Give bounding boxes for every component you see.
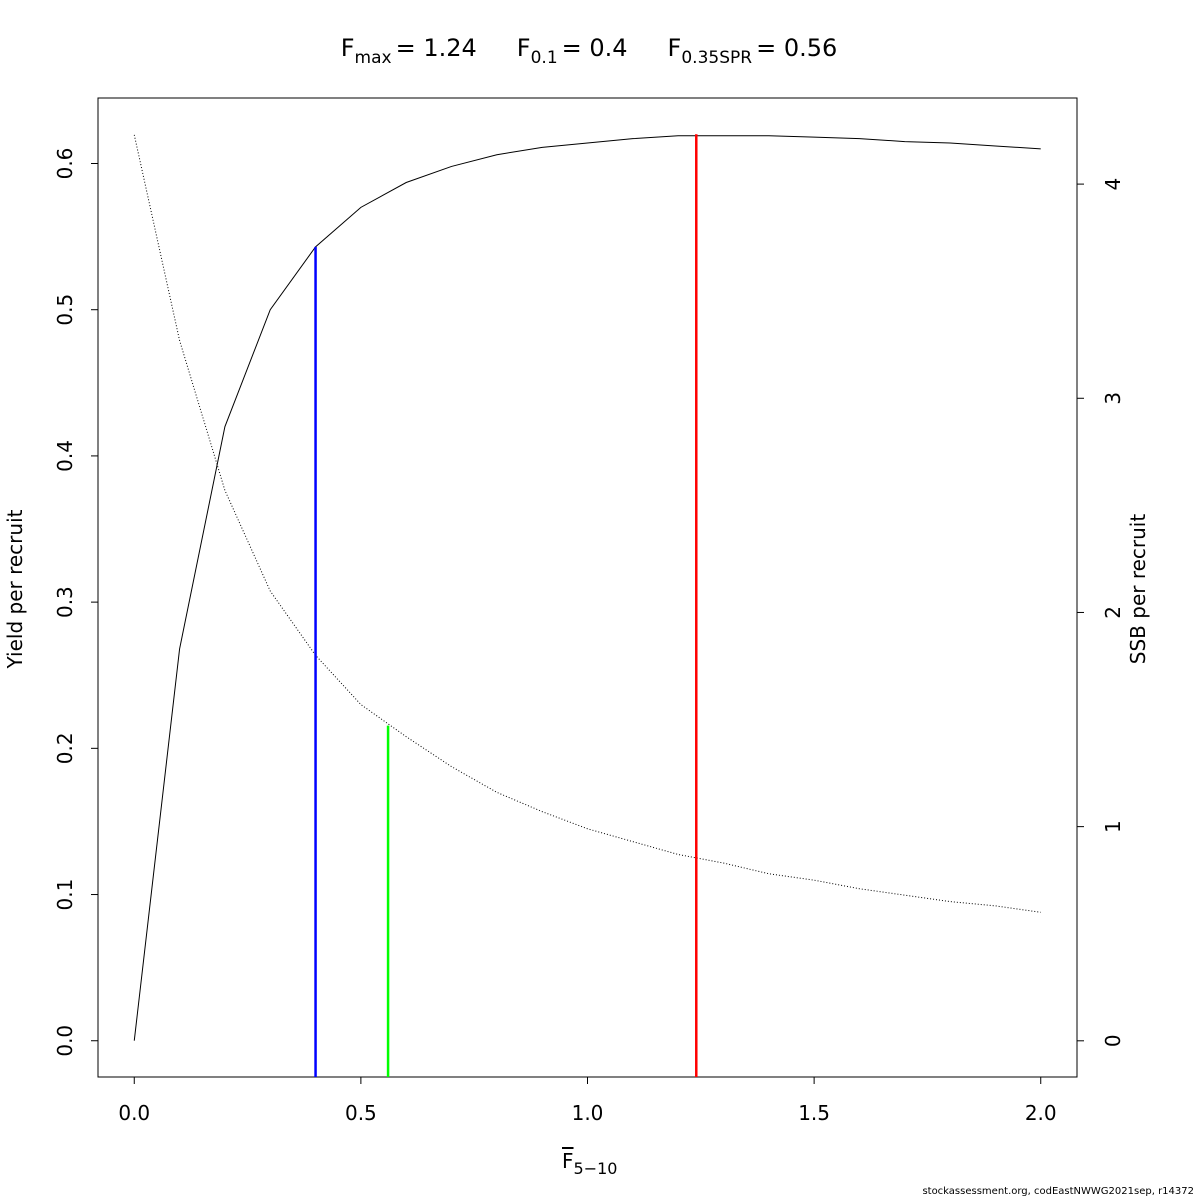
y2-axis-label: SSB per recruit	[1126, 514, 1150, 665]
y-tick-label: 0.0	[53, 1025, 77, 1057]
plot-area	[133, 134, 1041, 1077]
y-tick-label: 0.2	[53, 732, 77, 764]
x-tick-label: 0.0	[118, 1101, 150, 1125]
y-tick-label: 0.5	[53, 294, 77, 326]
y2-tick-label: 2	[1101, 606, 1125, 619]
y-tick-label: 0.3	[53, 586, 77, 618]
y2-tick-label: 1	[1101, 820, 1125, 833]
data-line	[133, 135, 1041, 1041]
title-subscript: max	[355, 48, 392, 68]
x-axis-label: F5−10	[562, 1149, 617, 1178]
y2-tick-label: 3	[1101, 392, 1125, 405]
y-axis-label: Yield per recruit	[3, 509, 27, 669]
y2-tick-label: 4	[1101, 178, 1125, 191]
y-tick-label: 0.4	[53, 440, 77, 472]
y-tick-label: 0.1	[53, 879, 77, 911]
title-symbol: F	[668, 34, 682, 62]
data-line	[133, 134, 1041, 913]
x-tick-label: 1.5	[798, 1101, 830, 1125]
plot-frame	[97, 97, 1078, 1078]
chart-title: Fmax = 1.24 F0.1 = 0.4 F0.35SPR = 0.56	[341, 34, 838, 68]
x-tick-label: 2.0	[1025, 1101, 1057, 1125]
x-tick-label: 1.0	[572, 1101, 604, 1125]
title-subscript: 0.35SPR	[681, 48, 752, 68]
title-value: = 1.24	[396, 34, 477, 62]
title-value: = 0.4	[562, 34, 628, 62]
footer: stockassessment.org, codEastNWWG2021sep,…	[922, 1186, 1194, 1197]
y2-tick-label: 0	[1101, 1034, 1125, 1047]
title-symbol: F	[517, 34, 531, 62]
title-subscript: 0.1	[531, 48, 558, 68]
y-tick-label: 0.6	[53, 148, 77, 180]
title-symbol: F	[341, 34, 355, 62]
title-value: = 0.56	[756, 34, 837, 62]
x-label-subscript: 5−10	[574, 1159, 618, 1178]
x-tick-label: 0.5	[345, 1101, 377, 1125]
x-label-main: F	[562, 1149, 574, 1173]
